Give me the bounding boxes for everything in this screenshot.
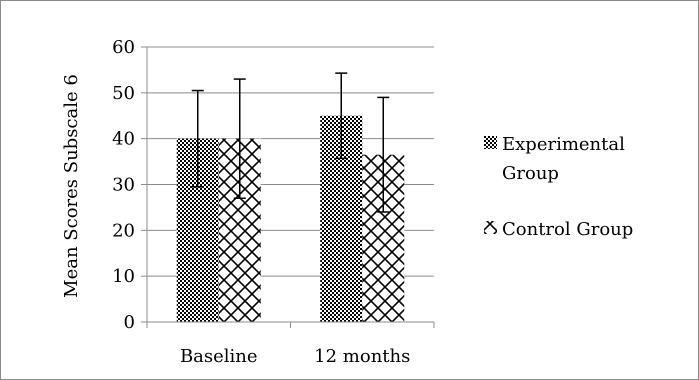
y-tick-label: 40 [112,129,135,150]
y-tick-label: 50 [112,83,135,104]
y-tick-label: 60 [112,37,135,58]
legend-swatch [484,136,497,149]
legend-label: Control Group [502,219,633,240]
y-tick-label: 20 [112,220,135,241]
y-tick-label: 10 [112,266,135,287]
legend-label: Experimental [502,134,625,155]
y-tick-label: 30 [112,175,135,196]
axes: 0 10 20 30 40 50 60 Baseline 12 months [112,37,435,367]
legend-label: Group [502,163,559,184]
error-bars [191,72,390,213]
y-tick-label: 0 [124,312,135,333]
x-tick-label: 12 months [314,346,410,367]
legend-swatch [484,221,497,234]
y-axis-label: Mean Scores Subscale 6 [61,74,82,298]
legend: Experimental Group Control Group [484,134,633,240]
x-tick-label: Baseline [180,346,258,367]
bars [176,115,405,322]
